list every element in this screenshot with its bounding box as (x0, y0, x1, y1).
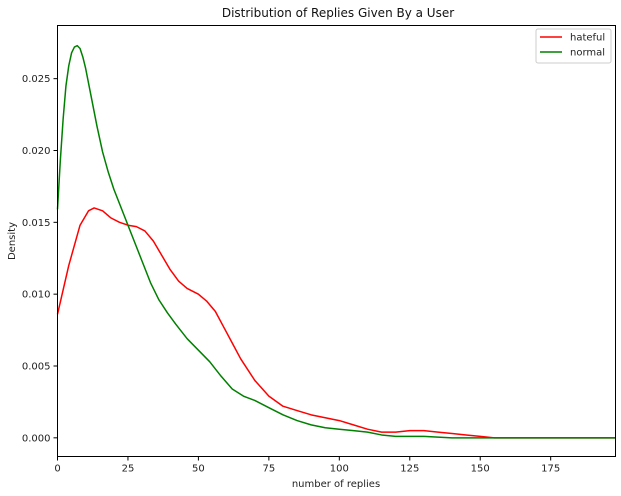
x-tick-label: 75 (262, 464, 275, 475)
x-tick-label: 50 (192, 464, 205, 475)
y-tick-label: 0.015 (22, 218, 51, 229)
y-tick-label: 0.005 (22, 361, 51, 372)
x-tick-label: 25 (122, 464, 135, 475)
series-line-hateful (56, 207, 616, 439)
x-tick-label: 175 (541, 464, 560, 475)
y-tick-label: 0.025 (22, 74, 51, 85)
y-axis-label: Density (7, 222, 18, 260)
legend: hateful normal (535, 28, 612, 64)
x-axis-label: number of replies (292, 479, 380, 490)
x-tick-label: 100 (330, 464, 349, 475)
y-axis-ticks: 0.000 0.005 0.010 0.015 0.020 0.025 (22, 74, 58, 444)
y-tick-label: 0.020 (22, 146, 51, 157)
plot-lines (56, 44, 616, 439)
x-tick-label: 125 (400, 464, 419, 475)
chart-title: Distribution of Replies Given By a User (222, 6, 454, 20)
y-tick-label: 0.000 (22, 433, 51, 444)
x-tick-label: 0 (54, 464, 60, 475)
plot-frame (57, 25, 616, 457)
x-tick-label: 150 (471, 464, 490, 475)
legend-label-normal: normal (570, 48, 605, 59)
legend-label-hateful: hateful (570, 33, 605, 44)
series-line-normal (56, 44, 616, 439)
y-tick-label: 0.010 (22, 290, 51, 301)
x-axis-ticks: 0 25 50 75 100 125 150 175 (54, 456, 560, 475)
